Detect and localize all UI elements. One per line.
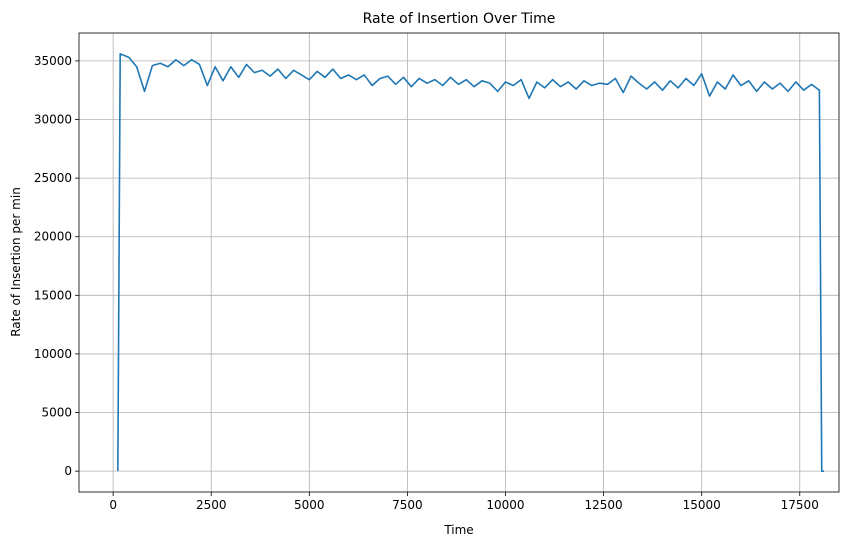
data-line (117, 53, 825, 472)
x-tick-label: 10000 (486, 498, 524, 512)
x-tick-label: 15000 (683, 498, 721, 512)
axes-frame (78, 32, 840, 493)
x-axis-label: Time (443, 523, 473, 537)
x-tick-label: 5000 (294, 498, 325, 512)
y-tick-label: 15000 (34, 288, 72, 302)
y-axis-label: Rate of Insertion per min (9, 187, 23, 337)
chart-title: Rate of Insertion Over Time (363, 11, 556, 27)
y-tick-label: 20000 (34, 230, 72, 244)
y-tick-label: 35000 (34, 54, 72, 68)
y-tick-label: 5000 (41, 406, 72, 420)
y-tick-label: 10000 (34, 347, 72, 361)
x-tick-label: 0 (109, 498, 117, 512)
y-tick-label: 30000 (34, 113, 72, 127)
y-tick-label: 0 (64, 464, 72, 478)
x-tick-label: 2500 (196, 498, 227, 512)
x-tick-label: 17500 (781, 498, 819, 512)
x-tick-label: 12500 (584, 498, 622, 512)
x-tick-label: 7500 (392, 498, 423, 512)
y-tick-label: 25000 (34, 171, 72, 185)
